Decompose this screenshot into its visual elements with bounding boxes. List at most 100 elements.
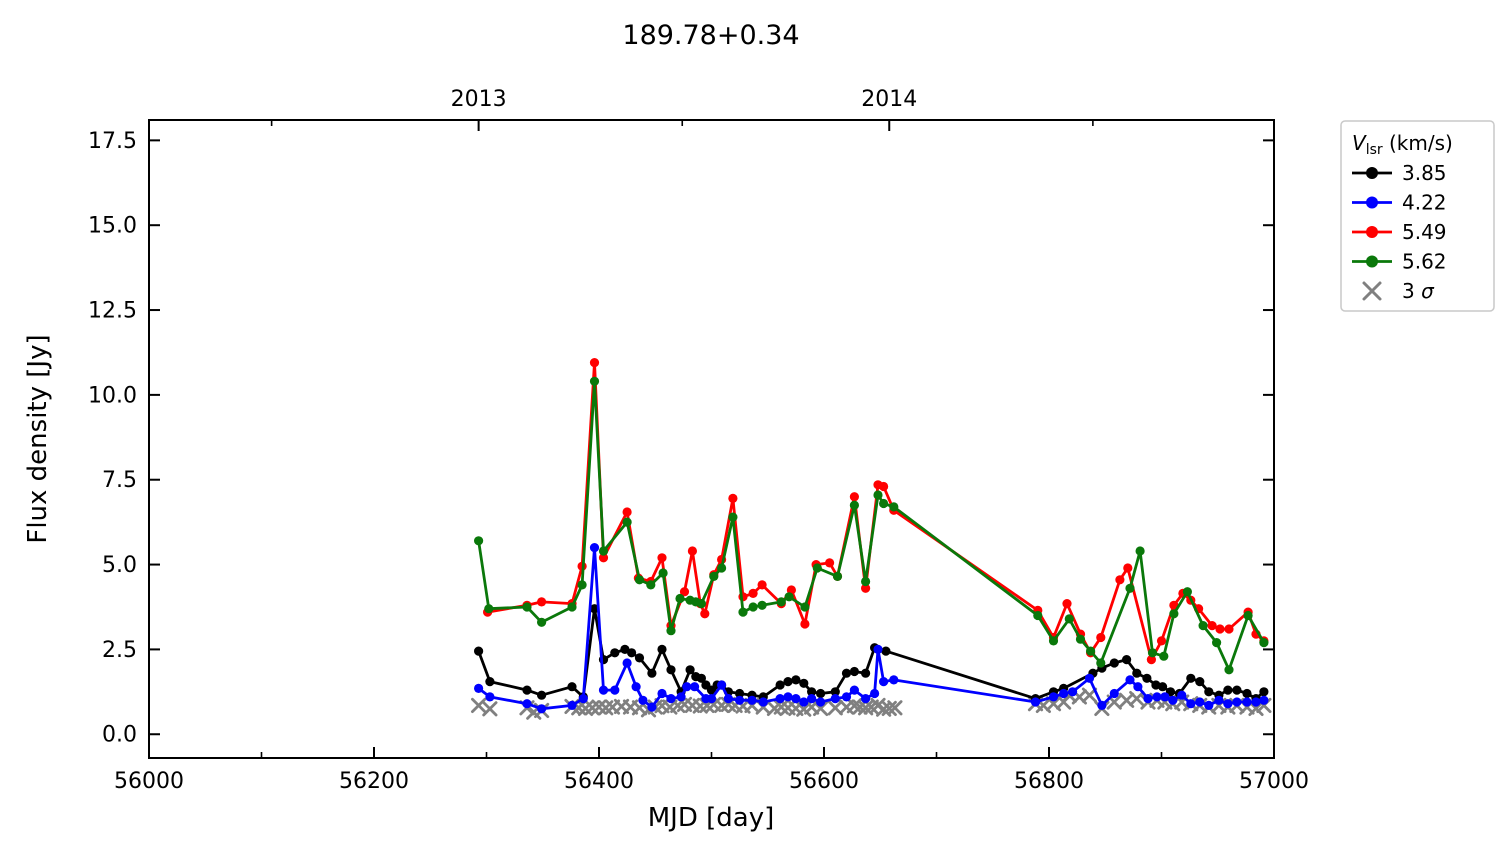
- legend-label-text: 3.85: [1402, 161, 1447, 185]
- data-point-marker: [873, 490, 883, 500]
- data-point-marker: [1030, 697, 1041, 707]
- data-point-marker: [1068, 687, 1078, 697]
- data-point-marker: [610, 685, 620, 695]
- legend-entry-label: 3.85: [1402, 161, 1447, 185]
- data-point-marker: [1158, 682, 1168, 692]
- data-point-marker: [1186, 673, 1196, 683]
- data-point-marker: [849, 500, 860, 510]
- sigma-marker-stroke: [591, 699, 607, 715]
- data-point-marker: [728, 493, 738, 503]
- axes-frame: 56000 56200 56400 56600 56800 57000 0.0 2.5 5.0 7…: [88, 87, 1309, 794]
- data-point-marker: [841, 668, 852, 678]
- legend-title-unit: (km/s): [1383, 131, 1453, 155]
- data-point-marker: [1186, 699, 1196, 709]
- data-point-marker: [1156, 636, 1167, 646]
- data-point-marker: [1204, 700, 1214, 711]
- data-point-marker: [861, 583, 871, 593]
- data-point-marker: [1143, 694, 1153, 704]
- x-tick-label: 56200: [339, 769, 409, 794]
- y-tick-label: 10.0: [88, 383, 137, 408]
- x-tick-label: 56000: [114, 769, 184, 794]
- x-axis-label: MJD [day]: [648, 803, 775, 833]
- data-point-marker: [1048, 636, 1059, 646]
- data-point-marker: [849, 492, 860, 502]
- legend-sigma-glyph: σ: [1421, 279, 1435, 303]
- data-point-marker: [1109, 658, 1119, 668]
- data-point-marker: [723, 694, 734, 704]
- data-point-marker: [1123, 563, 1133, 573]
- data-point-marker: [567, 700, 577, 711]
- data-point-marker: [567, 602, 577, 612]
- data-point-marker: [1251, 697, 1261, 707]
- data-point-marker: [816, 688, 826, 699]
- series-4.22: [474, 543, 1269, 714]
- data-point-marker: [522, 699, 532, 709]
- data-point-marker: [748, 602, 758, 612]
- data-point-marker: [646, 580, 656, 590]
- legend-entry-label: 4.22: [1402, 191, 1447, 215]
- data-point-marker: [1168, 695, 1178, 705]
- data-point-marker: [1059, 688, 1069, 699]
- data-point-marker: [1135, 546, 1145, 556]
- data-point-marker: [1096, 658, 1106, 668]
- y-tick-label: 12.5: [88, 299, 137, 324]
- data-point-marker: [657, 553, 667, 563]
- data-point-marker: [1214, 695, 1224, 705]
- data-point-marker: [522, 602, 532, 612]
- series-line: [477, 379, 1266, 672]
- sigma-marker-stroke: [773, 699, 789, 715]
- data-point-marker: [522, 685, 532, 695]
- data-point-marker: [870, 688, 880, 699]
- data-point-marker: [1207, 621, 1217, 631]
- series-layer: [471, 358, 1272, 720]
- y-tick-label: 0.0: [102, 723, 137, 748]
- data-point-marker: [537, 597, 547, 607]
- data-point-marker: [757, 600, 767, 610]
- series-5.49: [483, 358, 1269, 665]
- data-point-marker: [1259, 695, 1269, 705]
- data-point-marker: [816, 697, 826, 707]
- data-point-marker: [1152, 692, 1162, 702]
- data-point-marker: [589, 358, 600, 368]
- data-point-marker: [799, 678, 809, 688]
- sigma-marker-stroke: [1035, 697, 1051, 713]
- data-point-marker: [622, 658, 632, 668]
- data-point-marker: [666, 694, 676, 704]
- data-point-marker: [1204, 687, 1214, 697]
- data-point-marker: [758, 697, 768, 707]
- sigma-marker-stroke: [1248, 700, 1264, 717]
- sigma-marker-stroke: [471, 697, 487, 713]
- data-point-marker: [706, 694, 717, 704]
- data-point-marker: [1062, 599, 1072, 609]
- data-point-marker: [799, 697, 809, 707]
- data-point-marker: [728, 512, 738, 522]
- data-point-marker: [735, 688, 745, 699]
- data-point-marker: [598, 553, 609, 563]
- sigma-marker-stroke: [1362, 281, 1382, 301]
- legend-label-text: 5.49: [1402, 220, 1447, 244]
- x-tick-label: 56600: [789, 769, 859, 794]
- data-point-marker: [861, 694, 871, 704]
- data-point-marker: [1142, 673, 1152, 683]
- data-point-marker: [841, 692, 852, 702]
- data-point-marker: [638, 695, 648, 705]
- data-point-marker: [1195, 697, 1205, 707]
- x-tick-label: 57000: [1239, 769, 1309, 794]
- data-point-marker: [1159, 651, 1169, 661]
- legend-marker-sample: [1366, 255, 1378, 268]
- data-point-marker: [682, 682, 692, 692]
- data-point-marker: [1259, 638, 1269, 648]
- data-point-marker: [709, 571, 719, 582]
- legend-entry-label: 3 σ: [1402, 279, 1435, 303]
- data-point-marker: [784, 592, 794, 602]
- data-point-marker: [610, 648, 620, 658]
- sigma-marker-stroke: [1129, 691, 1145, 707]
- data-point-marker: [676, 692, 686, 702]
- data-point-marker: [776, 597, 786, 607]
- data-point-marker: [879, 481, 889, 492]
- data-point-marker: [622, 507, 632, 517]
- data-point-marker: [1132, 668, 1142, 678]
- data-point-marker: [812, 563, 822, 573]
- legend-entry-3-σ: 3 σ: [1362, 279, 1435, 303]
